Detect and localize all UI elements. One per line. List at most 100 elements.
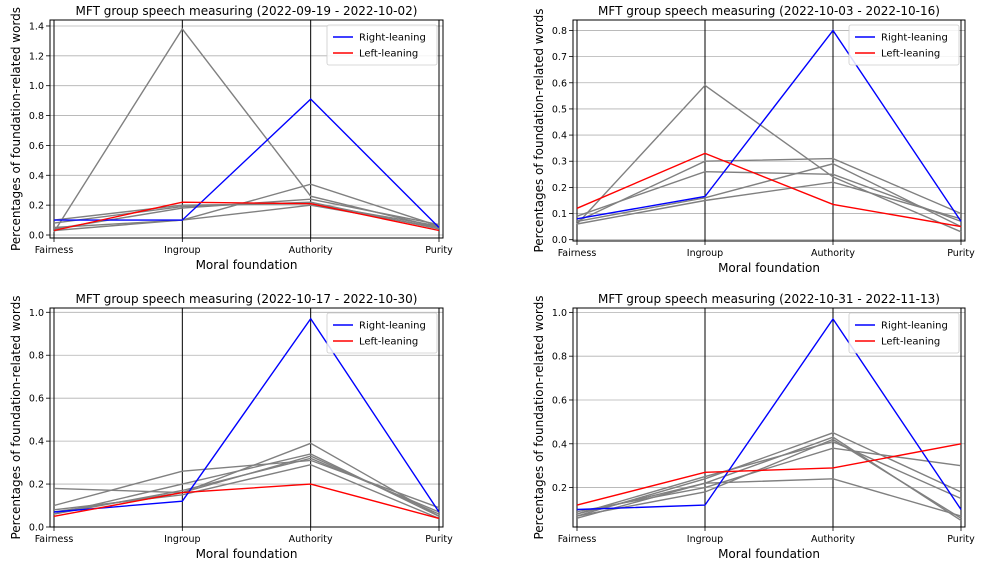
y-axis-label: Percentages of foundation-related words [9,7,23,251]
y-tick-label: 0.4 [552,439,567,450]
legend-label-right: Right-leaning [881,321,948,332]
legend: Right-leaning Left-leaning [848,312,960,354]
legend: Right-leaning Left-leaning [848,24,960,66]
y-tick-label: 0.3 [552,157,567,168]
legend-label-right: Right-leaning [359,33,426,44]
chart-panel-4: 0.2 0.4 0.6 0.8 1.0 Fairness Ingroup Authority P… [532,292,975,561]
x-tick-label: Authority [811,248,855,259]
x-tick-label: Purity [947,534,975,545]
y-tick-label: 0.5 [552,104,567,115]
chart-title: MFT group speech measuring (2022-10-03 -… [598,4,940,18]
series-line-left-leaning [576,443,962,506]
x-tick-label: Authority [289,245,333,256]
legend-box [848,24,960,66]
y-axis-label: Percentages of foundation-related words [9,295,23,539]
series-line-group-2 [576,84,962,233]
y-tick-label: 1.0 [29,308,44,319]
legend-box [848,312,960,354]
plot-frame [49,307,444,528]
chart-panel-1: 0.0 0.2 0.4 0.6 0.8 1.0 1.2 1.4 Fairness Ingroup A… [9,4,453,272]
legend-label-left: Left-leaning [881,337,940,348]
chart-panel-2: 0.0 0.1 0.2 0.3 0.4 0.5 0.6 0.7 0.8 Fairness Ingro… [532,4,975,275]
x-tick-label: Ingroup [164,245,200,256]
y-tick-label: 0.0 [29,523,44,534]
y-tick-label: 0.0 [552,235,567,246]
legend-label-left: Left-leaning [359,337,418,348]
y-tick-label: 0.7 [552,52,567,63]
series-line-group-5 [576,181,962,225]
series-line-group-4 [576,447,962,513]
series-line-group-3 [53,459,440,509]
x-tick-label: Authority [289,534,333,545]
legend: Right-leaning Left-leaning [326,24,438,66]
plot-frame [49,19,444,239]
series-line-group-2 [576,432,962,517]
x-axis-label: Moral foundation [718,261,820,275]
x-tick-label: Fairness [558,248,597,259]
y-tick-label: 1.0 [29,81,44,92]
y-tick-label: 0.8 [29,111,44,122]
series-line-group-5 [576,478,962,519]
series-line-right-leaning [54,98,440,228]
chart-title: MFT group speech measuring (2022-10-17 -… [76,292,418,306]
series-line-left-leaning [576,152,962,228]
legend: Right-leaning Left-leaning [326,312,438,354]
y-tick-label: 0.2 [552,483,567,494]
y-tick-label: 0.8 [29,351,44,362]
plot-frame [572,19,966,242]
series-line-group-7 [53,457,440,515]
legend-box [326,312,438,354]
x-tick-label: Authority [811,534,855,545]
chart-title: MFT group speech measuring (2022-09-19 -… [76,4,418,18]
x-tick-label: Purity [425,245,453,256]
x-tick-label: Purity [425,534,453,545]
y-tick-label: 0.1 [552,209,567,220]
legend-label-left: Left-leaning [881,49,940,60]
y-tick-label: 0.6 [552,78,567,89]
y-tick-label: 0.2 [552,183,567,194]
y-tick-label: 0.8 [552,352,567,363]
x-tick-label: Fairness [35,534,74,545]
y-tick-label: 0.8 [552,26,567,37]
y-axis-label: Percentages of foundation-related words [532,295,546,539]
x-tick-label: Ingroup [164,534,200,545]
legend-box [326,24,438,66]
y-tick-label: 0.4 [29,171,44,182]
legend-label-right: Right-leaning [359,321,426,332]
chart-title: MFT group speech measuring (2022-10-31 -… [598,292,940,306]
x-tick-label: Fairness [35,245,74,256]
legend-label-right: Right-leaning [881,33,948,44]
series-line-group-2 [53,442,440,517]
series-line-group-4 [576,170,962,223]
y-tick-label: 1.0 [552,308,567,319]
y-tick-label: 0.6 [29,394,44,405]
x-axis-label: Moral foundation [718,547,820,561]
series-line-right-leaning [576,317,962,511]
y-tick-label: 0.0 [29,231,44,242]
y-tick-label: 0.4 [552,131,567,142]
series-line-left-leaning [53,483,440,520]
y-tick-label: 0.6 [29,141,44,152]
x-tick-label: Fairness [558,534,597,545]
series-line-group-7 [53,204,440,232]
series-line-right-leaning [53,317,440,513]
series-line-group-3 [576,157,962,223]
chart-panel-3: 0.0 0.2 0.4 0.6 0.8 1.0 Fairness Ingroup Authori… [9,292,453,561]
legend-label-left: Left-leaning [359,49,418,60]
y-tick-label: 0.4 [29,437,44,448]
y-tick-label: 1.4 [29,21,44,32]
x-tick-label: Ingroup [687,534,723,545]
x-axis-label: Moral foundation [196,258,298,272]
y-axis-label: Percentages of foundation-related words [532,8,546,252]
series-line-group-7 [576,438,962,519]
x-axis-label: Moral foundation [196,547,298,561]
plot-frame [572,307,966,528]
y-tick-label: 0.6 [552,395,567,406]
y-tick-label: 1.2 [29,51,44,62]
series-line-group-6 [576,163,962,228]
series-line-group-6 [53,202,440,227]
series-line-left-leaning [53,201,440,232]
x-tick-label: Purity [947,248,975,259]
series-line-right-leaning [576,29,962,222]
